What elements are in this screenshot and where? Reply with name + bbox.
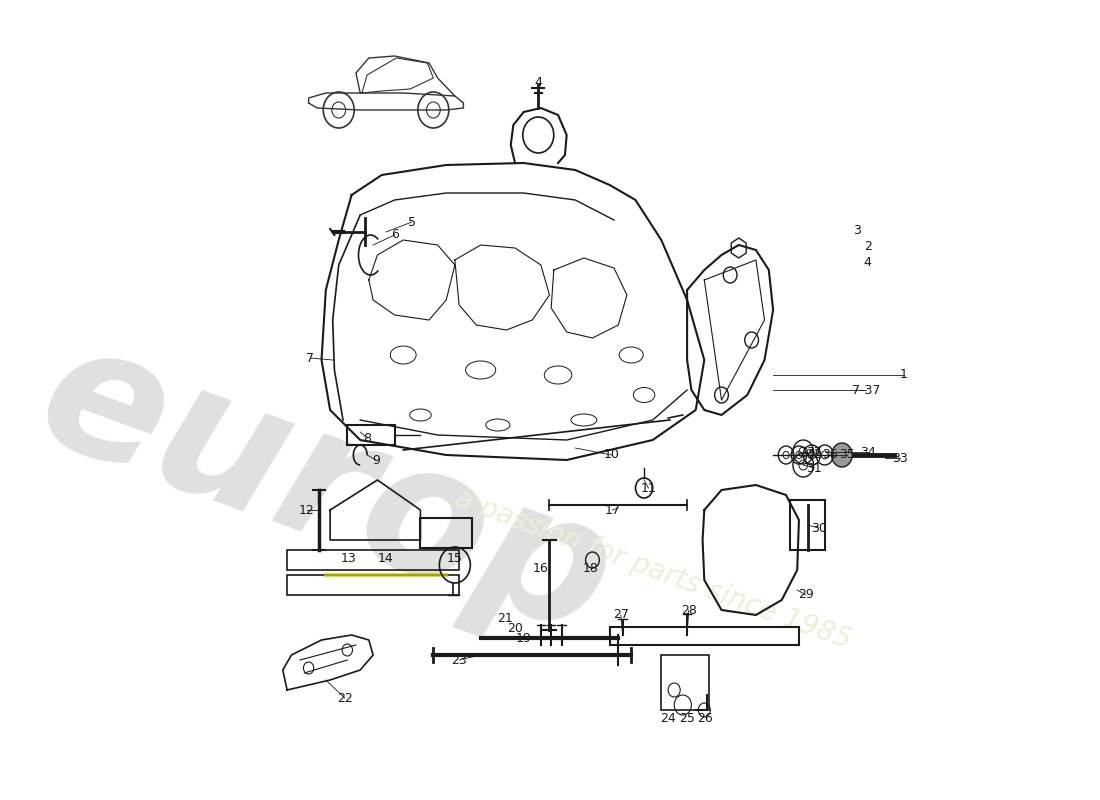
Text: 7-37: 7-37 (851, 383, 880, 397)
Text: 20: 20 (507, 622, 522, 634)
Text: 4: 4 (864, 255, 871, 269)
Text: 28: 28 (681, 603, 696, 617)
Text: 1: 1 (900, 369, 908, 382)
Text: 15: 15 (447, 551, 463, 565)
Bar (609, 627, 799, 645)
Text: 3: 3 (852, 223, 860, 237)
Text: 22: 22 (337, 691, 353, 705)
Text: 13: 13 (341, 551, 356, 565)
Text: 36: 36 (822, 449, 838, 462)
Text: 21: 21 (497, 611, 513, 625)
Text: 37: 37 (806, 446, 823, 458)
Text: europ: europ (16, 306, 635, 674)
Text: 26: 26 (697, 711, 713, 725)
Text: 8: 8 (363, 431, 371, 445)
Bar (661, 655, 708, 710)
Text: 12: 12 (299, 503, 315, 517)
Bar (348, 425, 395, 445)
Text: 32: 32 (806, 449, 823, 462)
Text: 11: 11 (640, 482, 657, 494)
Bar (287, 575, 459, 595)
Text: 33: 33 (892, 451, 909, 465)
Text: 7: 7 (306, 351, 315, 365)
Text: 10: 10 (604, 449, 619, 462)
Text: 27: 27 (613, 609, 629, 622)
Text: a passion for parts since 1985: a passion for parts since 1985 (451, 485, 855, 655)
Text: 34: 34 (860, 446, 876, 458)
Text: 30: 30 (811, 522, 827, 534)
Text: 35: 35 (839, 449, 855, 462)
Text: 2: 2 (864, 239, 871, 253)
Bar (287, 550, 459, 570)
Text: 6: 6 (390, 229, 398, 242)
Text: 24: 24 (660, 711, 676, 725)
Text: 4: 4 (535, 75, 542, 89)
Text: 5: 5 (408, 215, 416, 229)
Bar (790, 500, 825, 550)
Text: 29: 29 (798, 589, 814, 602)
Text: 23: 23 (451, 654, 468, 666)
Text: 9: 9 (372, 454, 379, 466)
Text: 31: 31 (806, 462, 823, 474)
Text: 18: 18 (583, 562, 598, 574)
Circle shape (832, 443, 852, 467)
Bar (420, 518, 472, 548)
Text: 14: 14 (378, 551, 394, 565)
Text: 17: 17 (604, 503, 620, 517)
Text: 16: 16 (534, 562, 549, 574)
Text: 25: 25 (679, 711, 695, 725)
Text: 19: 19 (516, 631, 531, 645)
